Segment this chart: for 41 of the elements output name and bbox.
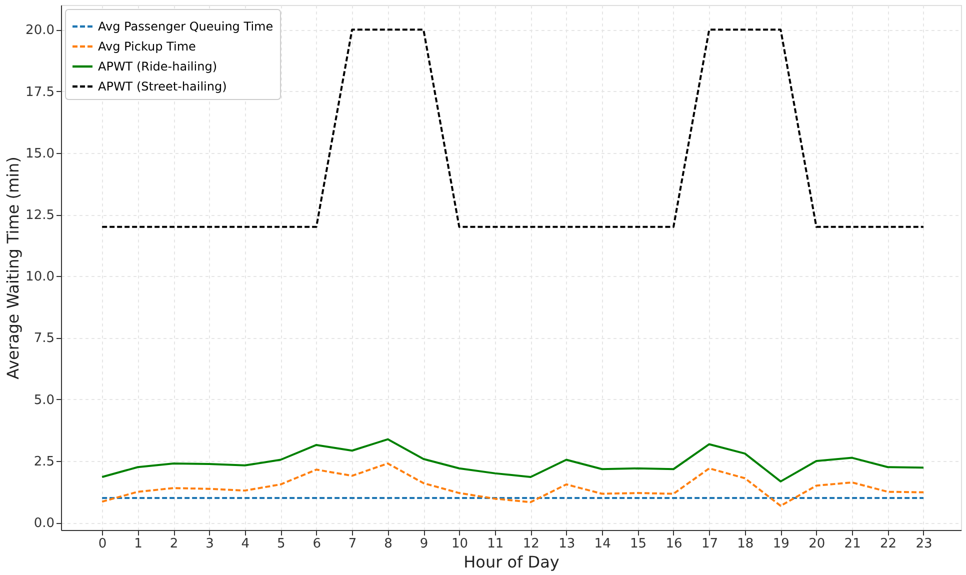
legend-label: Avg Passenger Queuing Time [98, 20, 274, 34]
x-tick-label: 9 [420, 536, 428, 552]
y-tick-label: 0.0 [34, 516, 54, 532]
x-tick-label: 5 [277, 536, 286, 552]
x-tick-label: 3 [206, 536, 214, 552]
x-tick-label: 21 [844, 536, 861, 552]
x-tick-label: 14 [594, 536, 611, 552]
legend-label: APWT (Street-hailing) [98, 80, 227, 94]
y-tick-label: 2.5 [34, 454, 54, 470]
y-tick-label: 10.0 [26, 270, 54, 285]
x-tick-label: 19 [772, 536, 790, 552]
x-tick-label: 11 [487, 536, 504, 552]
x-tick-label: 4 [241, 536, 250, 552]
x-tick-label: 8 [384, 536, 392, 552]
x-tick-label: 18 [737, 536, 754, 552]
line-series [101, 438, 924, 482]
x-tick-label: 7 [348, 536, 357, 552]
x-tick-label: 0 [98, 536, 107, 552]
x-tick-label: 16 [666, 536, 682, 552]
legend-label: Avg Pickup Time [98, 40, 196, 54]
y-tick-label: 20.0 [26, 23, 54, 38]
x-tick-label: 17 [701, 536, 718, 552]
x-tick-label: 2 [170, 536, 178, 552]
x-tick-label: 6 [312, 536, 321, 552]
line-series [101, 462, 924, 507]
y-tick-label: 12.5 [26, 208, 54, 224]
x-tick-label: 22 [880, 536, 897, 552]
x-tick-label: 10 [451, 536, 468, 552]
x-tick-label: 23 [916, 536, 932, 552]
x-tick-label: 1 [134, 536, 142, 552]
x-axis-title: Hour of Day [464, 552, 560, 572]
y-tick-label: 17.5 [26, 84, 54, 100]
x-tick-label: 20 [808, 536, 826, 552]
y-tick-label: 15.0 [26, 146, 54, 162]
y-axis-title: Average Waiting Time (min) [4, 156, 23, 380]
y-tick-label: 5.0 [34, 392, 54, 408]
x-tick-label: 15 [630, 536, 647, 552]
x-tick-label: 13 [558, 536, 576, 552]
x-tick-label: 12 [522, 536, 540, 552]
legend-label: APWT (Ride-hailing) [98, 60, 218, 74]
y-tick-label: 7.5 [34, 331, 54, 346]
